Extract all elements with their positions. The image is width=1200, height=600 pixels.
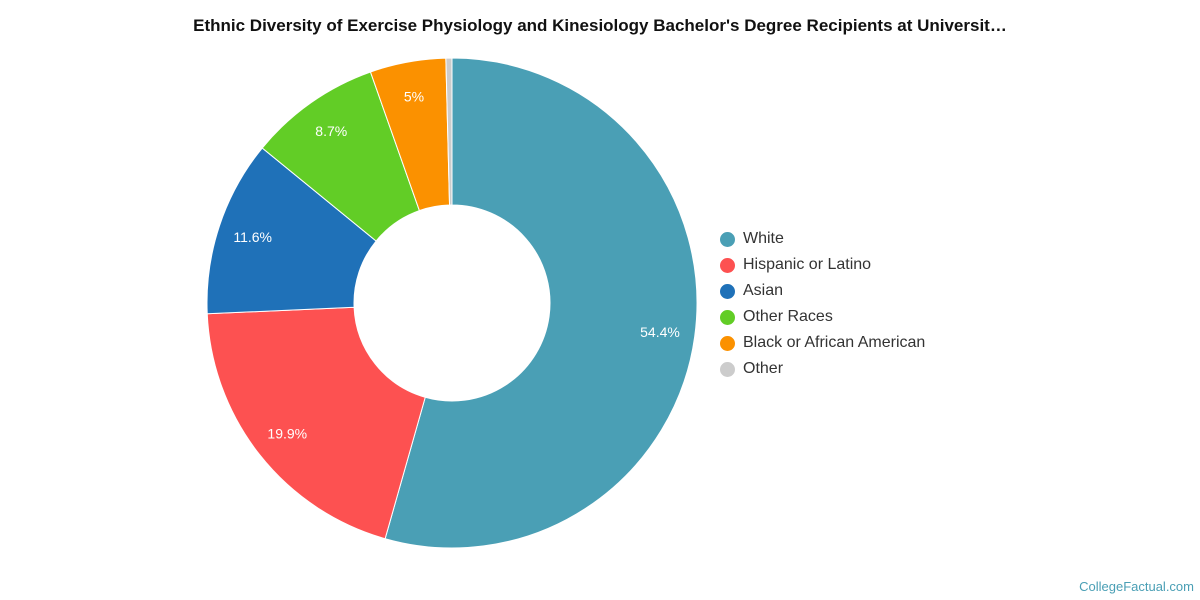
- legend-swatch-icon: [720, 283, 735, 299]
- legend-item[interactable]: White: [720, 226, 925, 252]
- slice-value-label: 19.9%: [267, 425, 307, 441]
- legend-item[interactable]: Black or African American: [720, 330, 925, 356]
- legend-item[interactable]: Hispanic or Latino: [720, 252, 925, 278]
- chart-title: Ethnic Diversity of Exercise Physiology …: [193, 16, 1007, 35]
- chart-legend: White Hispanic or Latino Asian Other Races B…: [720, 226, 925, 382]
- legend-swatch-icon: [720, 361, 735, 377]
- legend-label: Hispanic or Latino: [743, 256, 872, 273]
- slice-asian[interactable]: [206, 147, 377, 315]
- legend-label: Black or African American: [743, 334, 926, 351]
- slice-value-label: 54.4%: [640, 324, 680, 340]
- legend-swatch-icon: [720, 257, 735, 273]
- legend-item[interactable]: Other Races: [720, 304, 925, 330]
- slice-value-label: 11.6%: [233, 229, 272, 245]
- slice-value-label: 5%: [404, 88, 424, 104]
- legend-item[interactable]: Asian: [720, 278, 925, 304]
- slice-value-label: 8.7%: [315, 123, 347, 139]
- source-credit[interactable]: CollegeFactual.com: [1079, 579, 1194, 594]
- slice-white[interactable]: [384, 57, 698, 549]
- legend-label: White: [743, 230, 784, 247]
- legend-label: Other: [743, 360, 784, 377]
- legend-swatch-icon: [720, 231, 735, 247]
- slice-other[interactable]: [445, 57, 453, 206]
- legend-swatch-icon: [720, 335, 735, 351]
- legend-swatch-icon: [720, 309, 735, 325]
- legend-label: Asian: [743, 282, 784, 299]
- legend-label: Other Races: [743, 308, 833, 325]
- legend-item[interactable]: Other: [720, 356, 925, 382]
- slice-hispanic-or-latino[interactable]: [206, 306, 426, 540]
